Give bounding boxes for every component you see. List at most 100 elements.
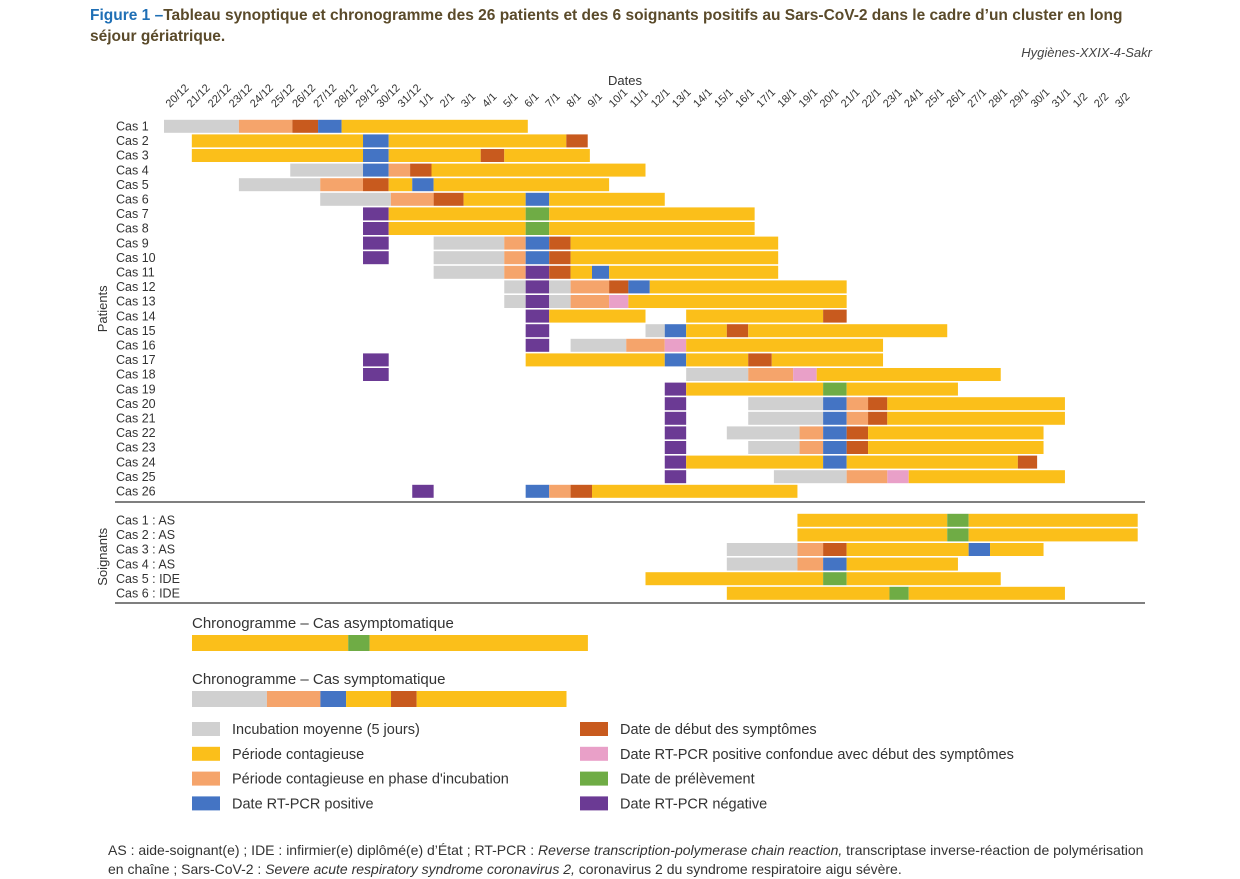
timeline-segment xyxy=(549,295,571,308)
timeline-segment xyxy=(645,324,665,338)
timeline-segment xyxy=(320,178,364,192)
timeline-segment xyxy=(480,149,505,162)
timeline-segment xyxy=(318,119,342,133)
timeline-segment xyxy=(664,411,687,425)
timeline-segment xyxy=(664,470,687,484)
timeline-segment xyxy=(549,280,571,294)
timeline-segment xyxy=(433,236,505,250)
timeline-segment xyxy=(463,192,526,206)
row-label: Cas 7 xyxy=(116,207,149,221)
timeline-segment xyxy=(664,382,687,396)
timeline-segment xyxy=(525,265,550,279)
footnote-part2: transcriptase inverse-réaction de polymé… xyxy=(108,842,1144,877)
timeline-segment xyxy=(290,163,364,177)
timeline-segment xyxy=(726,324,749,338)
date-tick-label: 29/1 xyxy=(1008,86,1032,110)
timeline-segment xyxy=(748,411,824,425)
row-label: Cas 3 xyxy=(116,149,149,163)
date-tick-label: 23/1 xyxy=(881,86,905,110)
timeline-segment xyxy=(686,353,749,367)
date-tick-label: 6/1 xyxy=(522,91,541,110)
timeline-segment xyxy=(748,324,948,338)
timeline-segment xyxy=(238,178,321,192)
row-label: Cas 2 : AS xyxy=(116,528,175,542)
timeline-segment xyxy=(363,134,389,148)
row-label: Cas 8 xyxy=(116,222,149,236)
date-tick-label: 28/1 xyxy=(987,86,1011,110)
figure-label: Figure 1 – xyxy=(90,7,164,24)
timeline-segment xyxy=(816,368,1001,381)
legend-label: Date RT-PCR négative xyxy=(620,796,767,812)
timeline-segment xyxy=(412,178,434,192)
chronogram-segment xyxy=(346,691,392,707)
timeline-segment xyxy=(823,382,847,396)
timeline-segment xyxy=(570,338,627,352)
row-label: Cas 24 xyxy=(116,455,156,469)
legend-swatch xyxy=(580,722,608,736)
row-label: Cas 26 xyxy=(116,485,156,499)
row-label: Cas 5 : IDE xyxy=(116,572,180,586)
timeline-segment xyxy=(726,557,798,571)
timeline-segment xyxy=(748,353,772,367)
timeline-segment xyxy=(504,280,526,294)
date-tick-label: 1/2 xyxy=(1071,91,1090,110)
timeline-segment xyxy=(823,543,847,556)
footnote-italic1: Reverse transcription-polymerase chain r… xyxy=(538,842,843,858)
timeline-segment xyxy=(726,586,890,600)
date-tick-label: 14/1 xyxy=(691,86,715,110)
timeline-segment xyxy=(846,382,958,396)
timeline-segment xyxy=(868,441,1044,454)
timeline-segment xyxy=(549,222,755,235)
row-label: Cas 13 xyxy=(116,295,156,309)
timeline-segment xyxy=(549,236,571,250)
legend-swatch xyxy=(580,796,608,811)
timeline-segment xyxy=(363,149,389,162)
timeline-segment xyxy=(846,572,1001,586)
timeline-segment xyxy=(549,207,755,221)
timeline-segment xyxy=(320,192,391,206)
legend-label: Incubation moyenne (5 jours) xyxy=(232,722,420,738)
timeline-segment xyxy=(823,397,847,411)
timeline-segment xyxy=(823,441,847,454)
timeline-segment xyxy=(748,368,794,381)
timeline-segment xyxy=(908,470,1065,484)
date-tick-label: 4/1 xyxy=(480,91,499,110)
timeline-segment xyxy=(570,251,779,265)
timeline-segment xyxy=(164,119,239,133)
timeline-segment xyxy=(748,441,800,454)
legend-swatch xyxy=(580,746,608,761)
footnote: AS : aide-soignant(e) ; IDE : infirmier(… xyxy=(108,841,1148,879)
timeline-segment xyxy=(609,280,629,294)
date-tick-label: 10/1 xyxy=(607,86,631,110)
legend-label: Période contagieuse en phase d'incubatio… xyxy=(232,772,509,788)
chronogram-segment xyxy=(320,691,347,707)
date-tick-label: 18/1 xyxy=(776,86,800,110)
date-tick-label: 25/1 xyxy=(923,86,947,110)
timeline-segment xyxy=(968,513,1138,527)
timeline-segment xyxy=(823,309,847,323)
timeline-segment xyxy=(525,280,550,294)
timeline-segment xyxy=(908,586,1065,600)
row-label: Cas 9 xyxy=(116,236,149,250)
timeline-segment xyxy=(846,397,869,411)
timeline-segment xyxy=(525,222,550,235)
date-tick-label: 29/12 xyxy=(354,82,382,110)
row-label: Cas 1 xyxy=(116,120,149,134)
date-tick-label: 21/1 xyxy=(839,86,863,110)
timeline-segment xyxy=(846,455,1018,469)
date-tick-label: 28/12 xyxy=(332,82,360,110)
timeline-segment xyxy=(549,251,571,265)
timeline-segment xyxy=(686,382,824,396)
legend-swatch xyxy=(192,722,220,736)
figure-title: Figure 1 –Tableau synoptique et chronogr… xyxy=(90,5,1170,47)
row-label: Cas 2 xyxy=(116,134,149,148)
timeline-segment xyxy=(433,265,505,279)
row-label: Cas 11 xyxy=(116,266,155,280)
timeline-segment xyxy=(341,119,528,133)
date-tick-label: 7/1 xyxy=(543,91,562,110)
timeline-segment xyxy=(363,163,389,177)
row-label: Cas 4 xyxy=(116,163,149,177)
date-tick-label: 27/12 xyxy=(311,82,339,110)
timeline-segment xyxy=(664,338,687,352)
timeline-segment xyxy=(947,528,969,542)
